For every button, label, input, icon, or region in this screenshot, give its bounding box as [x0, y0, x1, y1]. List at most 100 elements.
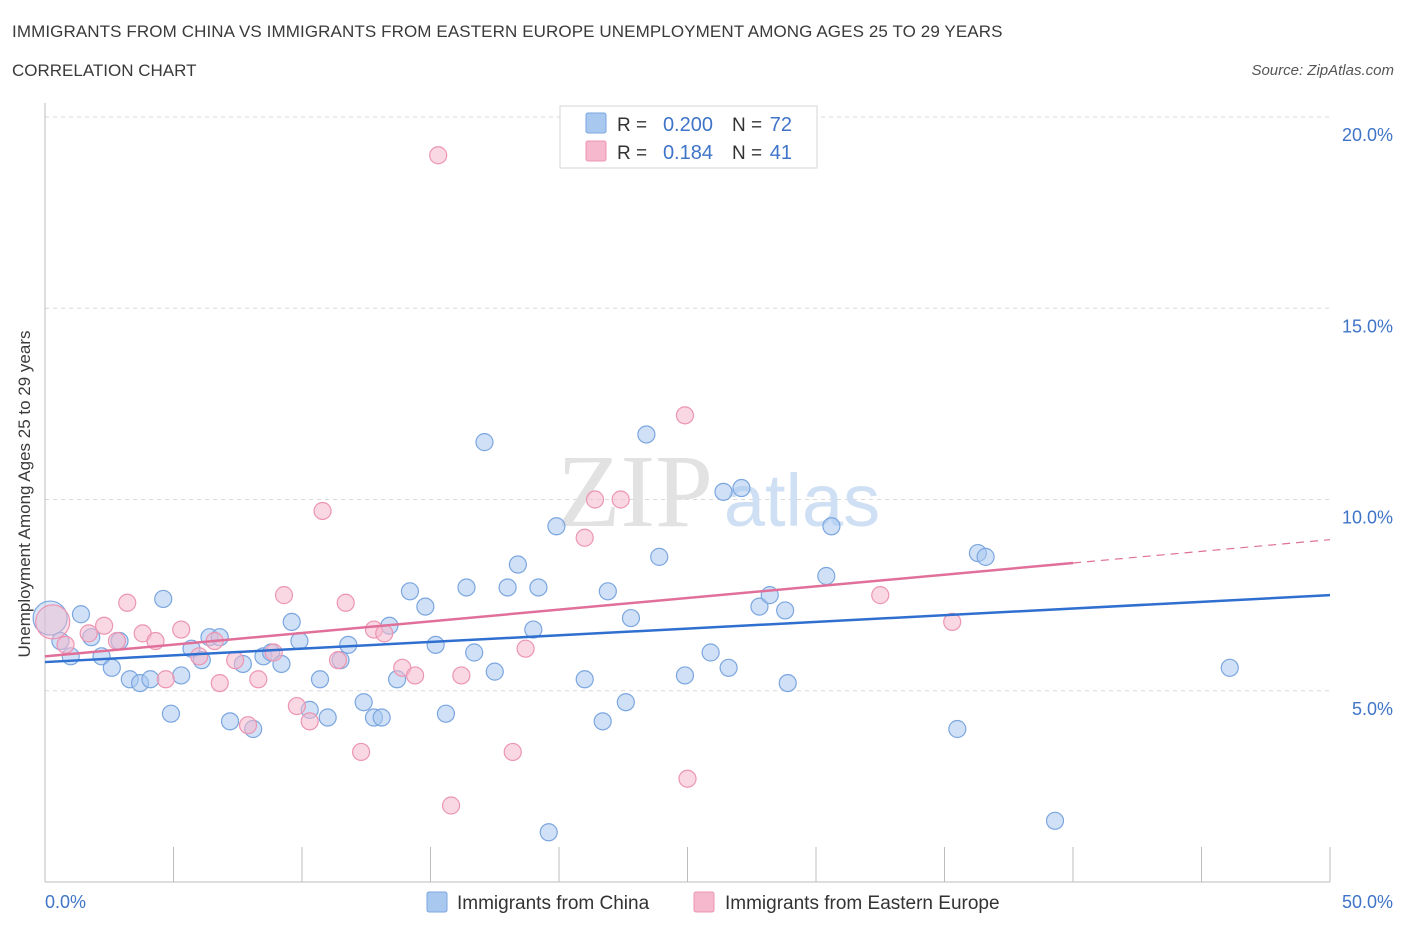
china-point-42	[475, 433, 494, 452]
y-axis-title: Unemployment Among Ages 25 to 29 years	[15, 331, 34, 658]
stats-china-r-label: R =	[617, 115, 647, 136]
trend-lines	[44, 539, 1331, 664]
china-point-10	[141, 670, 160, 689]
china-point-37	[416, 597, 435, 616]
china-point-40	[457, 578, 476, 597]
europe-point-27	[405, 666, 425, 685]
china-point-25	[290, 631, 309, 651]
china-point-6	[102, 658, 121, 677]
china-point-72	[1220, 658, 1239, 677]
china-point-70	[976, 547, 995, 566]
china-point-18	[220, 712, 240, 731]
europe-point-31	[503, 742, 522, 762]
china-point-3	[71, 605, 91, 624]
europe-point-12	[210, 673, 229, 693]
europe-point-39	[943, 612, 962, 632]
china-point-62	[750, 597, 769, 616]
europe-point-4	[107, 631, 127, 651]
x-tick-label-max: 50.0%	[1342, 892, 1393, 912]
europe-point-8	[156, 670, 175, 689]
china-point-60	[719, 658, 738, 677]
europe-point-25	[375, 624, 394, 643]
china-point-44	[498, 578, 517, 597]
stats-europe-n-label: N =	[732, 143, 762, 164]
chart-title: IMMIGRANTS FROM CHINA VS IMMIGRANTS FROM…	[12, 22, 1003, 41]
stats-legend-europe-swatch	[585, 140, 607, 162]
china-point-51	[593, 712, 612, 731]
china-point-66	[817, 566, 836, 586]
china-point-55	[637, 425, 656, 444]
china-point-13	[172, 666, 191, 685]
china-point-57	[675, 666, 695, 685]
europe-point-13	[226, 651, 245, 670]
stats-china-r-value: 0.200	[663, 114, 713, 136]
axes	[44, 103, 1331, 883]
china-point-39	[436, 704, 456, 723]
y-tick-labels: 5.0% 10.0% 15.0% 20.0%	[1342, 125, 1393, 719]
china-point-64	[776, 601, 795, 620]
legend-europe-label: Immigrants from Eastern Europe	[725, 893, 1000, 914]
china-point-56	[650, 547, 669, 566]
europe-points	[35, 146, 962, 815]
china-point-52	[598, 582, 617, 601]
china-point-58	[701, 643, 720, 662]
china-point-33	[372, 708, 391, 727]
china-point-45	[508, 555, 527, 574]
chart-subtitle: CORRELATION CHART	[12, 61, 197, 80]
europe-point-17	[274, 586, 294, 605]
china-point-54	[621, 608, 641, 628]
china-point-71	[1045, 811, 1065, 830]
x-tick-label-min: 0.0%	[45, 892, 86, 912]
china-point-68	[948, 719, 967, 739]
europe-point-18	[287, 696, 306, 716]
china-point-43	[485, 662, 504, 681]
china-point-53	[616, 693, 635, 712]
china-point-50	[575, 670, 594, 689]
europe-point-32	[516, 639, 535, 658]
china-point-27	[310, 670, 330, 689]
stats-europe-n-value: 41	[770, 142, 792, 164]
stats-europe-r-label: R =	[617, 143, 647, 164]
europe-point-37	[678, 769, 697, 788]
china-point-12	[161, 704, 181, 723]
europe-point-15	[249, 670, 268, 689]
europe-point-10	[190, 647, 209, 666]
china-point-48	[539, 823, 558, 842]
y-tick-label-2: 15.0%	[1342, 316, 1393, 336]
legend-europe-swatch	[693, 891, 715, 913]
china-point-11	[154, 589, 173, 609]
bottom-legend: Immigrants from China Immigrants from Ea…	[426, 891, 1000, 914]
china-point-65	[778, 673, 797, 693]
stats-europe-r-value: 0.184	[663, 142, 713, 164]
china-point-31	[354, 693, 373, 712]
europe-point-28	[429, 146, 448, 165]
europe-point-14	[238, 716, 258, 735]
europe-point-34	[585, 490, 605, 509]
china-point-47	[529, 578, 548, 597]
europe-point-21	[328, 651, 348, 670]
europe-point-20	[313, 501, 332, 521]
china-point-49	[547, 517, 566, 536]
y-tick-label-3: 20.0%	[1342, 125, 1393, 145]
china-point-59	[714, 482, 733, 501]
europe-point-22	[336, 593, 355, 612]
europe-trend-line-extension	[1072, 539, 1331, 564]
stats-legend-china-swatch	[585, 112, 607, 134]
europe-point-33	[575, 528, 594, 547]
legend-china-swatch	[426, 891, 448, 913]
china-point-41	[465, 643, 484, 662]
china-point-24	[282, 612, 301, 632]
europe-point-38	[871, 586, 890, 605]
europe-point-19	[300, 712, 319, 731]
europe-point-36	[675, 406, 695, 425]
europe-point-3	[95, 616, 114, 635]
china-point-38	[426, 635, 445, 654]
watermark-atlas: atlas	[724, 459, 880, 542]
europe-point-9	[172, 620, 191, 639]
europe-point-30	[452, 666, 471, 685]
stats-legend: R = 0.200 N = 72 R = 0.184 N = 41	[559, 105, 818, 169]
europe-point-16	[264, 643, 283, 662]
stats-china-n-label: N =	[732, 115, 762, 136]
china-point-46	[524, 620, 543, 639]
